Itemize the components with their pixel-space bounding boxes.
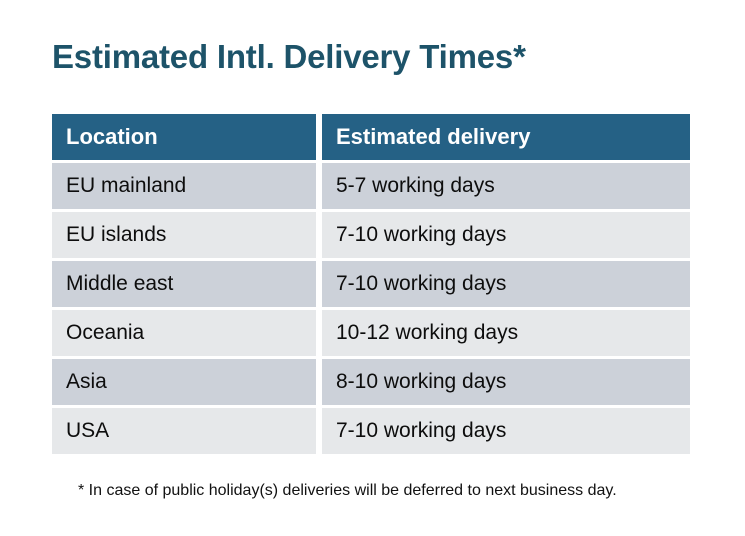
cell-estimated-delivery: 10-12 working days — [322, 310, 690, 356]
table-row: Oceania 10-12 working days — [52, 310, 690, 356]
column-header-location: Location — [52, 114, 316, 160]
table-row: Middle east 7-10 working days — [52, 261, 690, 307]
cell-location: Oceania — [52, 310, 316, 356]
table-row: USA 7-10 working days — [52, 408, 690, 454]
table-header-row: Location Estimated delivery — [52, 114, 690, 160]
table-row: EU mainland 5-7 working days — [52, 163, 690, 209]
cell-estimated-delivery: 7-10 working days — [322, 261, 690, 307]
delivery-times-table: Location Estimated delivery EU mainland … — [52, 114, 690, 457]
cell-location: Asia — [52, 359, 316, 405]
cell-estimated-delivery: 5-7 working days — [322, 163, 690, 209]
cell-location: USA — [52, 408, 316, 454]
cell-location: Middle east — [52, 261, 316, 307]
cell-estimated-delivery: 8-10 working days — [322, 359, 690, 405]
table-row: EU islands 7-10 working days — [52, 212, 690, 258]
cell-estimated-delivery: 7-10 working days — [322, 212, 690, 258]
table-row: Asia 8-10 working days — [52, 359, 690, 405]
cell-location: EU islands — [52, 212, 316, 258]
page-title: Estimated Intl. Delivery Times* — [52, 38, 526, 75]
footnote-text: * In case of public holiday(s) deliverie… — [78, 482, 617, 499]
cell-location: EU mainland — [52, 163, 316, 209]
column-header-estimated-delivery: Estimated delivery — [322, 114, 690, 160]
cell-estimated-delivery: 7-10 working days — [322, 408, 690, 454]
